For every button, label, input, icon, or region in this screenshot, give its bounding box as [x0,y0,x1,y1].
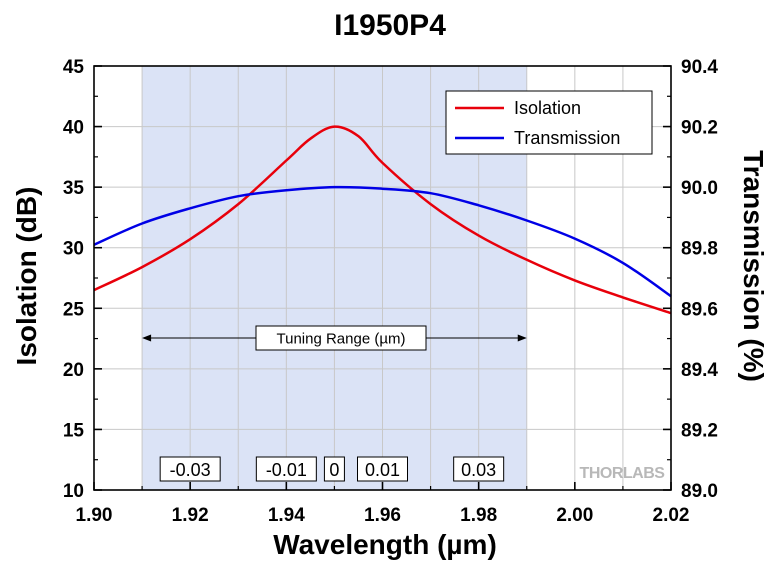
y-left-tick-label: 20 [63,360,84,381]
axes: 1.90 1.92 1.94 1.96 1.98 2.00 2.02 10 15 20 25 30 35… [63,57,719,526]
y-left-tick-label: 25 [63,299,85,320]
y-right-axis-title: Transmission (%) [738,150,769,382]
thorlabs-logo: THORLABS [580,465,666,482]
y-left-tick-label: 10 [63,481,84,502]
tuning-range-label-box [255,325,427,351]
offset-label-box [453,456,505,482]
tuning-range-label: Tuning Range (µm) [277,331,406,348]
y-right-tick-label: 89.4 [681,360,718,381]
offset-label: 0.03 [461,460,496,480]
series-line-transmission [93,185,672,298]
offset-label: 0 [329,460,339,480]
x-tick-label: 1.94 [268,505,305,526]
offset-label: 0.01 [365,460,400,480]
x-tick-label: 1.92 [172,505,209,526]
legend-label-isolation[interactable]: Isolation [514,98,581,118]
series-group [93,125,672,315]
y-right-tick-label: 90.2 [681,118,718,139]
x-tick-label: 2.00 [556,505,593,526]
x-tick-label: 2.02 [653,505,690,526]
legend-box [445,90,653,155]
y-left-tick-label: 45 [63,57,85,78]
y-left-tick-label: 40 [63,118,84,139]
y-right-tick-label: 89.0 [681,481,718,502]
y-right-tick-label: 90.4 [681,57,718,78]
tuning-range-annotation: Tuning Range (µm) [142,325,527,351]
y-left-axis-title: Isolation (dB) [11,187,42,366]
y-right-tick-label: 89.8 [681,239,718,260]
arrow-head-left-icon [142,334,152,342]
x-axis-title: Wavelength (µm) [273,529,497,560]
offset-label-box [255,456,317,482]
offset-label-box [357,456,408,482]
series-line-isolation [93,125,672,315]
x-tick-label: 1.96 [364,505,401,526]
x-tick-label: 1.90 [76,505,113,526]
legend[interactable]: Isolation Transmission [445,90,653,155]
y-left-tick-label: 15 [63,420,85,441]
offset-labels: -0.03 -0.01 0 0.01 0.03 [159,456,505,482]
legend-label-transmission[interactable]: Transmission [514,128,620,148]
y-right-tick-label: 89.6 [681,299,718,320]
arrow-head-right-icon [517,334,527,342]
y-left-tick-label: 35 [63,178,85,199]
y-right-tick-label: 89.2 [681,420,718,441]
chart-title: I1950P4 [334,9,446,42]
y-left-tick-label: 30 [63,239,84,260]
offset-label-box [159,456,221,482]
offset-label: -0.03 [170,460,211,480]
offset-label-box [323,456,345,482]
x-tick-label: 1.98 [460,505,497,526]
offset-label: -0.01 [266,460,307,480]
y-right-tick-label: 90.0 [681,178,718,199]
